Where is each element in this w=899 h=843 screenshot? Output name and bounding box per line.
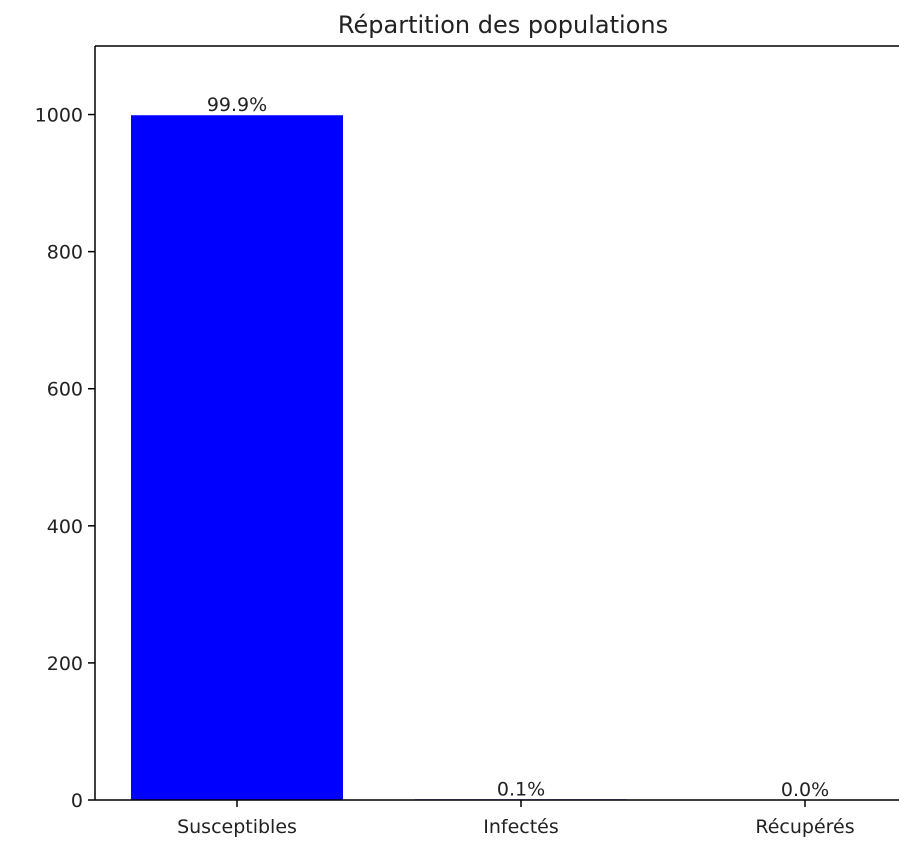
bar-0 [131,115,343,801]
chart-title: Répartition des populations [338,11,668,39]
y-tick-label: 0 [71,790,83,812]
y-tick-label: 800 [47,242,83,264]
y-tick-label: 1000 [35,105,83,127]
bar-labels: 99.9% 0.1% 0.0% [207,94,829,801]
bar-value-label: 99.9% [207,94,267,116]
bars [131,115,627,801]
x-category-label: Susceptibles [177,816,297,838]
axes-frame [94,45,899,801]
y-tick-label: 400 [47,516,83,538]
bar-value-label: 0.0% [781,779,829,801]
bar-value-label: 0.1% [497,778,545,800]
x-category-label: Infectés [483,816,559,838]
x-category-label: Récupérés [755,816,854,838]
x-axis: Susceptibles Infectés Récupérés [177,800,855,838]
y-axis: 0 200 400 600 800 1000 [35,105,95,812]
y-tick-label: 600 [47,379,83,401]
y-tick-label: 200 [47,653,83,675]
